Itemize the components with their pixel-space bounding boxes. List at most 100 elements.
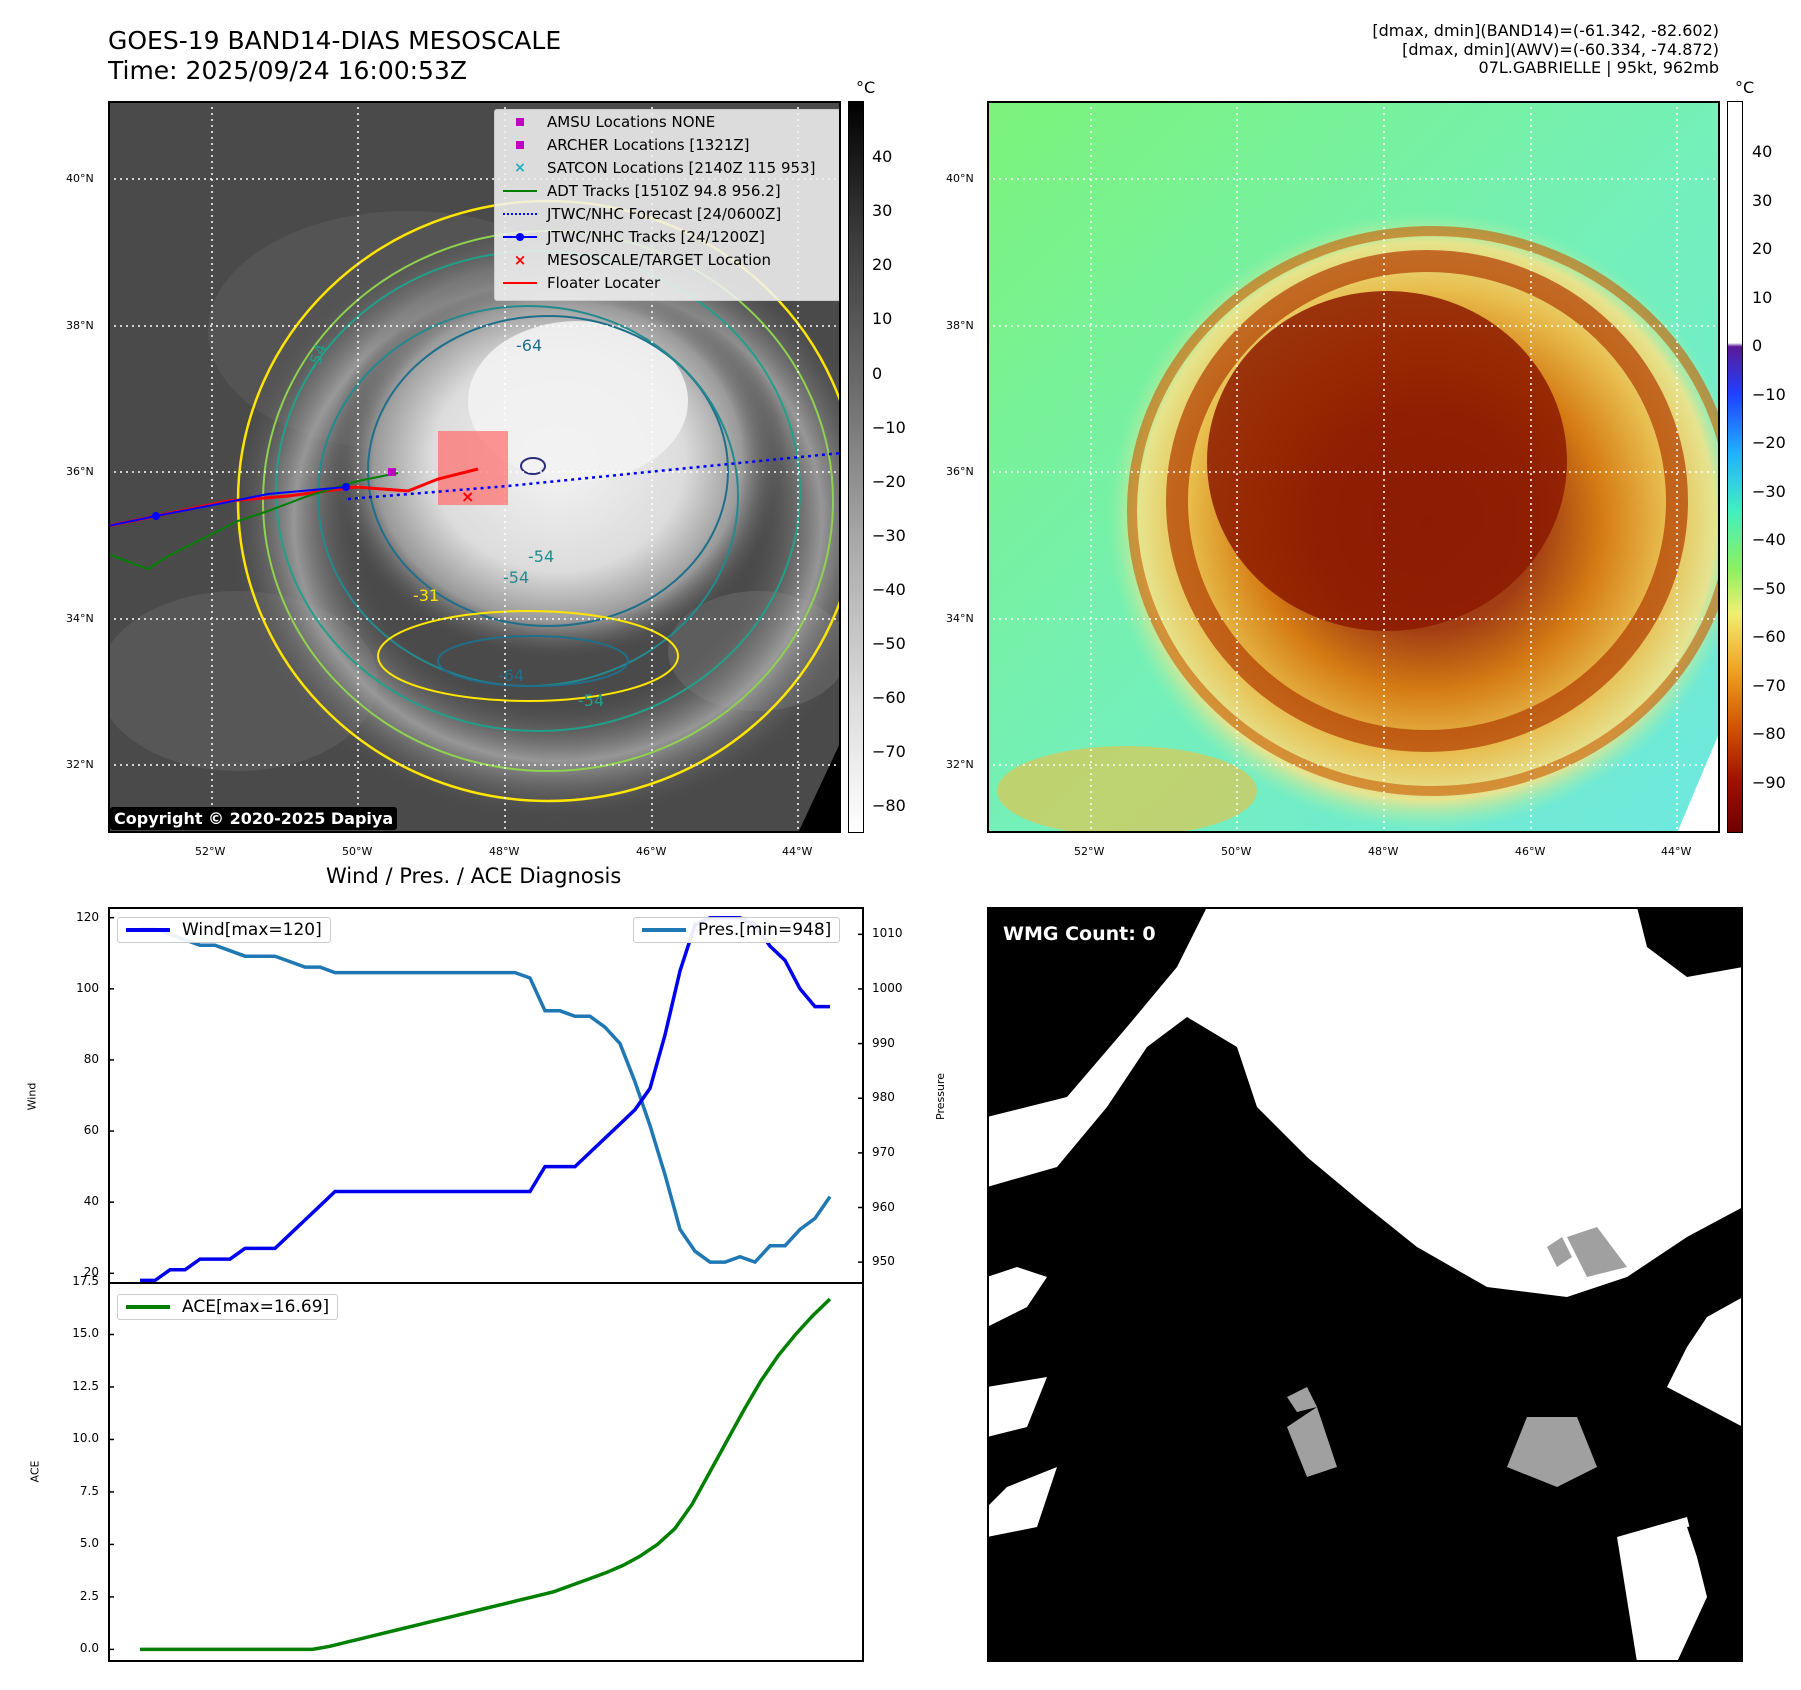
- ir-colorbar-tick: 0: [872, 364, 883, 383]
- awv-lon-label: 50°W: [1221, 845, 1252, 858]
- awv-lon-label: 48°W: [1368, 845, 1399, 858]
- pressure-y-tick: 990: [872, 1035, 895, 1050]
- ace-legend: ACE[max=16.69]: [117, 1294, 339, 1320]
- legend-item-floater: Floater Locater: [503, 272, 660, 294]
- ir-colorbar-tick: 40: [872, 147, 893, 166]
- awv-lat-label: 32°N: [946, 758, 974, 771]
- awv-map: [987, 101, 1720, 833]
- ace-y-tick: 15.0: [72, 1326, 99, 1341]
- ir-lat-label: 36°N: [66, 465, 94, 478]
- awv-colorbar-tick: 0: [1752, 336, 1763, 355]
- awv-lat-label: 36°N: [946, 465, 974, 478]
- ace-plot-frame: [108, 1282, 864, 1662]
- ir-lat-label: 34°N: [66, 612, 94, 625]
- wind-y-tick: 20: [83, 1265, 99, 1280]
- ir-lat-label: 38°N: [66, 319, 94, 332]
- legend-item-archer: ARCHER Locations [1321Z]: [503, 134, 750, 156]
- wind-plot: [108, 915, 864, 1283]
- awv-colorbar-tick: −90: [1752, 773, 1786, 792]
- stats-line-3: 07L.GABRIELLE | 95kt, 962mb: [1478, 58, 1719, 77]
- ace-axis-label: ACE: [28, 1460, 42, 1483]
- ir-colorbar: [848, 101, 864, 833]
- pressure-axis-label: Pressure: [933, 1073, 947, 1120]
- pressure-y-tick: 970: [872, 1144, 895, 1159]
- ace-y-tick: 0.0: [79, 1641, 99, 1656]
- wind-legend-label: Wind[max=120]: [182, 920, 322, 940]
- awv-colorbar-tick: −50: [1752, 579, 1786, 598]
- pressure-y-tick: 950: [872, 1254, 895, 1269]
- ace-y-tick: 5.0: [79, 1536, 99, 1551]
- svg-text:×: ×: [461, 487, 474, 506]
- wind-axis-label: Wind: [25, 1082, 39, 1111]
- awv-colorbar-tick: −70: [1752, 676, 1786, 695]
- legend-item-adt: ADT Tracks [1510Z 94.8 956.2]: [503, 180, 781, 202]
- awv-colorbar-unit: °C: [1735, 78, 1755, 97]
- awv-lon-label: 52°W: [1074, 845, 1105, 858]
- awv-colorbar-tick: 30: [1752, 191, 1773, 210]
- legend-item-amsu: AMSU Locations NONE: [503, 111, 715, 133]
- mesoscale-target-box: [438, 431, 508, 505]
- ir-lon-label: 52°W: [195, 845, 226, 858]
- wind-y-tick: 100: [76, 980, 99, 995]
- ace-legend-swatch: [126, 1305, 170, 1309]
- ace-line: [140, 1297, 832, 1652]
- pressure-y-tick: 980: [872, 1090, 895, 1105]
- ir-colorbar-tick: −20: [872, 472, 906, 491]
- ace-y-tick: 12.5: [72, 1378, 99, 1393]
- awv-colorbar-tick: −80: [1752, 724, 1786, 743]
- archer-marker: [388, 468, 396, 476]
- pressure-legend: Pres.[min=948]: [633, 917, 841, 943]
- contour-label: -64: [498, 666, 524, 685]
- awv-core: [1207, 291, 1567, 631]
- ir-map-frame: [108, 101, 841, 833]
- awv-colorbar-tick: −60: [1752, 627, 1786, 646]
- awv-gridlines: [987, 101, 1720, 833]
- contour-label: -64: [516, 336, 542, 355]
- awv-colorbar-tick: 10: [1752, 288, 1773, 307]
- ir-colorbar-tick: −30: [872, 526, 906, 545]
- legend-item-jtwc-forecast: JTWC/NHC Forecast [24/0600Z]: [503, 203, 781, 225]
- title-line-2: Time: 2025/09/24 16:00:53Z: [108, 56, 467, 85]
- stats-line-2: [dmax, dmin](AWV)=(-60.334, -74.872): [1402, 39, 1719, 59]
- ace-legend-label: ACE[max=16.69]: [182, 1297, 330, 1317]
- legend-item-satcon: × SATCON Locations [2140Z 115 953]: [514, 159, 816, 177]
- adt-track: [108, 472, 399, 571]
- ace-plot: [108, 1282, 832, 1652]
- stats-block: [dmax, dmin](BAND14)=(-61.342, -82.602) …: [1119, 21, 1719, 78]
- map-legend: AMSU Locations NONE ARCHER Locations [13…: [494, 109, 841, 301]
- awv-lat-label: 34°N: [946, 612, 974, 625]
- awv-colorbar-tick: −30: [1752, 482, 1786, 501]
- legend-item-jtwc-tracks: JTWC/NHC Tracks [24/1200Z]: [503, 226, 765, 248]
- copyright-badge: Copyright © 2020-2025 Dapiya: [110, 807, 398, 830]
- stats-line-1: [dmax, dmin](BAND14)=(-61.342, -82.602): [1372, 21, 1719, 40]
- wmg-frame: [987, 907, 1743, 1662]
- no-data-corner: [798, 741, 841, 833]
- no-data-corner: [1677, 731, 1720, 833]
- ace-y-tick: 2.5: [79, 1588, 99, 1603]
- awv-lat-label: 38°N: [946, 319, 974, 332]
- awv-map-frame: [987, 101, 1720, 833]
- contour-label: -31: [413, 586, 439, 605]
- diagnosis-title: Wind / Pres. / ACE Diagnosis: [326, 864, 622, 888]
- pressure-legend-swatch: [642, 928, 686, 932]
- ir-lon-label: 44°W: [782, 845, 813, 858]
- ir-lon-label: 50°W: [342, 845, 373, 858]
- awv-lon-label: 44°W: [1661, 845, 1692, 858]
- wind-y-tick: 60: [83, 1123, 99, 1138]
- awv-colorbar-tick: 20: [1752, 239, 1773, 258]
- wmg-mask: [987, 907, 1743, 1662]
- ace-y-tick: 17.5: [72, 1274, 99, 1288]
- contour-blue: [367, 315, 729, 627]
- awv-colorbar-tick: −40: [1752, 530, 1786, 549]
- ir-colorbar-tick: 20: [872, 255, 893, 274]
- ir-colorbar-tick: −50: [872, 634, 906, 653]
- pressure-line: [140, 927, 832, 1265]
- ir-map: × -64 -54 -54 -54 -64 -54 -31 AMSU Locat…: [108, 101, 841, 833]
- wmg-count-badge: WMG Count: 0: [995, 919, 1164, 949]
- ace-y-tick: 7.5: [79, 1483, 99, 1498]
- awv-map-svg: [987, 101, 1720, 833]
- wind-y-tick: 40: [83, 1194, 99, 1209]
- ir-colorbar-tick: −80: [872, 796, 906, 815]
- contour-label: -54: [578, 691, 604, 710]
- awv-colorbar-tick: 40: [1752, 142, 1773, 161]
